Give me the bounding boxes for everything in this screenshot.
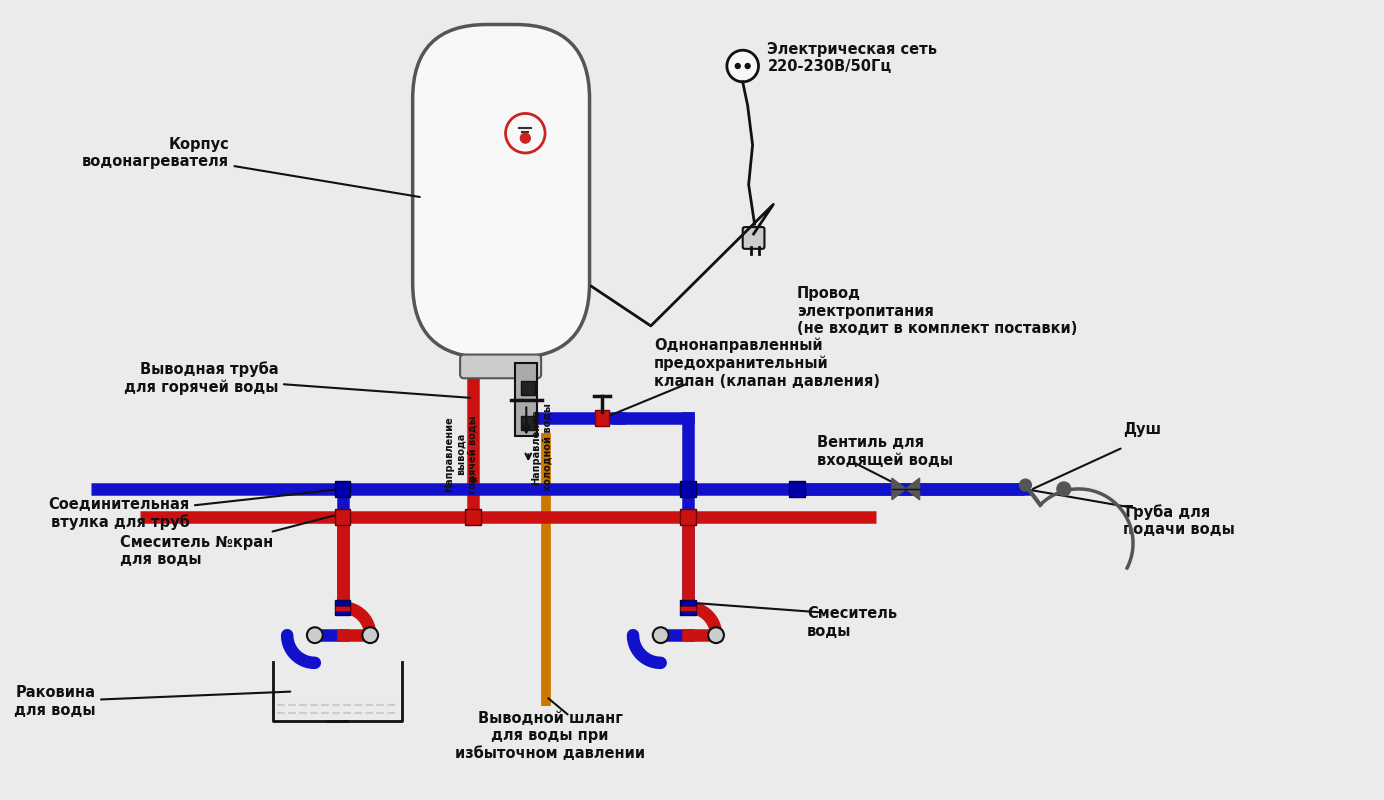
Text: Электрическая сеть
220-230В/50Гц: Электрическая сеть 220-230В/50Гц bbox=[767, 42, 937, 74]
Bar bbox=[681, 509, 696, 525]
Circle shape bbox=[1020, 479, 1031, 491]
Circle shape bbox=[735, 63, 740, 69]
Circle shape bbox=[363, 627, 378, 643]
Bar bbox=[681, 600, 696, 615]
FancyBboxPatch shape bbox=[459, 354, 541, 378]
Text: Корпус
водонагревателя: Корпус водонагревателя bbox=[82, 137, 419, 197]
Circle shape bbox=[1057, 482, 1071, 496]
FancyBboxPatch shape bbox=[412, 25, 590, 358]
Circle shape bbox=[307, 627, 322, 643]
Circle shape bbox=[709, 627, 724, 643]
Circle shape bbox=[505, 114, 545, 153]
Bar bbox=[335, 509, 350, 525]
Text: Направление
холодной воды: Направление холодной воды bbox=[531, 403, 554, 491]
Polygon shape bbox=[891, 478, 905, 500]
Text: Смеситель
воды: Смеситель воды bbox=[807, 606, 897, 638]
Polygon shape bbox=[905, 478, 919, 500]
Text: Соединительная
втулка для труб: Соединительная втулка для труб bbox=[48, 490, 339, 530]
Circle shape bbox=[653, 627, 668, 643]
Text: Смеситель №кран
для воды: Смеситель №кран для воды bbox=[120, 515, 335, 567]
FancyBboxPatch shape bbox=[743, 227, 764, 249]
Text: Труба для
подачи воды: Труба для подачи воды bbox=[1124, 504, 1235, 537]
Bar bbox=[789, 481, 805, 497]
Text: Направление
вывода
горячей воды: Направление вывода горячей воды bbox=[444, 415, 477, 494]
Text: Выводной шланг
для воды при
избыточном давлении: Выводной шланг для воды при избыточном д… bbox=[455, 711, 645, 761]
Circle shape bbox=[520, 134, 530, 143]
Bar bbox=[595, 410, 609, 426]
Bar bbox=[522, 382, 536, 395]
Bar bbox=[681, 481, 696, 497]
Text: Вентиль для
входящей воды: Вентиль для входящей воды bbox=[817, 435, 952, 467]
Circle shape bbox=[745, 63, 750, 69]
Bar bbox=[681, 606, 696, 611]
Bar bbox=[465, 509, 480, 525]
Text: Выводная труба
для горячей воды: Выводная труба для горячей воды bbox=[125, 362, 471, 398]
Bar bbox=[515, 363, 537, 435]
Bar bbox=[335, 481, 350, 497]
Bar bbox=[335, 606, 350, 611]
Bar bbox=[335, 600, 350, 615]
Bar bbox=[522, 416, 536, 430]
Circle shape bbox=[727, 50, 758, 82]
Text: Душ: Душ bbox=[1124, 422, 1161, 437]
Text: Провод
электропитания
(не входит в комплект поставки): Провод электропитания (не входит в компл… bbox=[797, 286, 1077, 336]
Text: Раковина
для воды: Раковина для воды bbox=[14, 685, 291, 718]
Text: Однонаправленный
предохранительный
клапан (клапан давления): Однонаправленный предохранительный клапа… bbox=[653, 338, 880, 389]
